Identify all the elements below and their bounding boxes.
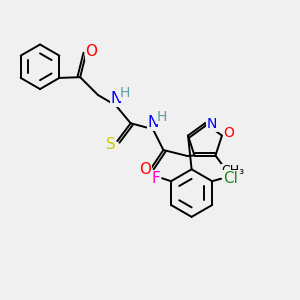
Text: H: H <box>119 86 130 100</box>
Text: O: O <box>85 44 98 59</box>
Text: H: H <box>157 110 167 124</box>
Text: CH₃: CH₃ <box>221 164 244 177</box>
Text: N: N <box>111 92 122 106</box>
Text: F: F <box>152 171 161 186</box>
Text: O: O <box>224 126 235 140</box>
Text: Cl: Cl <box>223 171 238 186</box>
Text: S: S <box>106 137 116 152</box>
Text: O: O <box>139 162 151 177</box>
Text: N: N <box>207 117 217 131</box>
Text: N: N <box>148 115 159 130</box>
